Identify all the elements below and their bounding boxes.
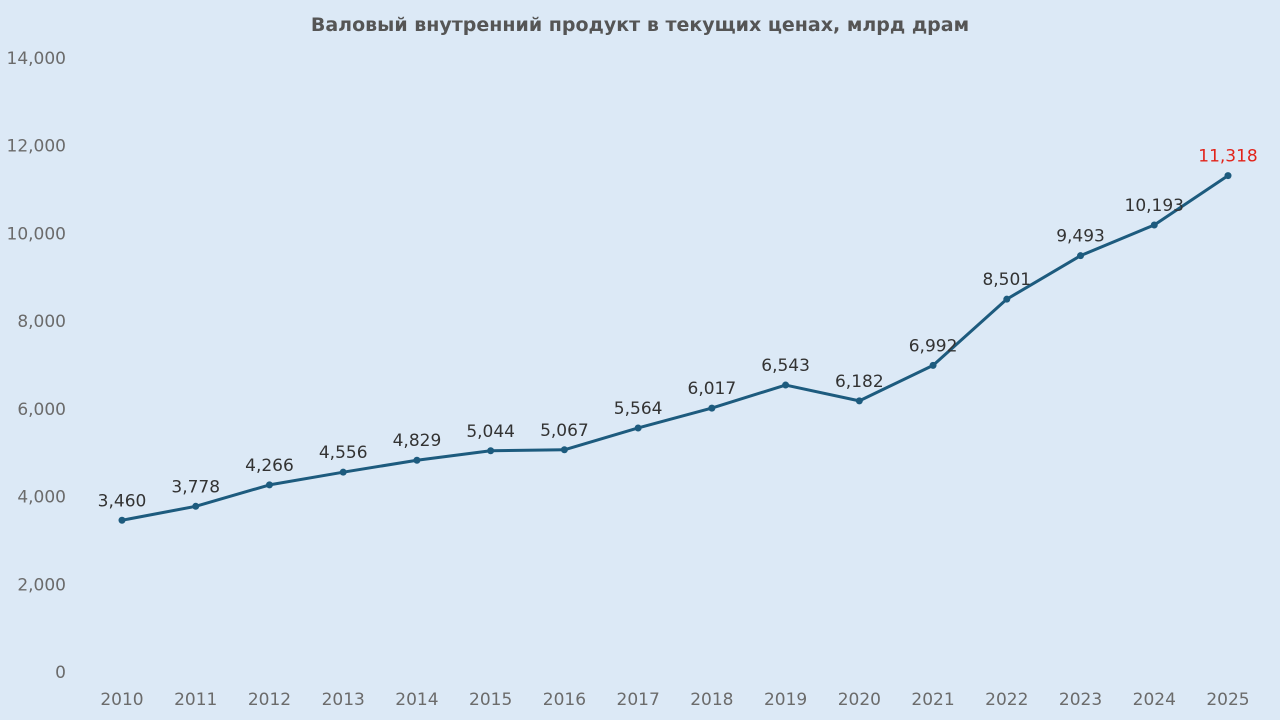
data-point	[855, 397, 863, 405]
x-tick-label: 2010	[100, 690, 143, 710]
data-point	[339, 468, 347, 476]
data-label: 4,829	[393, 431, 442, 451]
y-tick-label: 10,000	[7, 224, 66, 244]
data-point	[634, 424, 642, 432]
x-tick-label: 2014	[395, 690, 438, 710]
series-line	[120, 174, 1230, 522]
x-axis-ticks: 2010 2011 2012 2013 2014 2015 2016 2017 2018 2019…	[100, 690, 1249, 710]
chart-title: Валовый внутренний продукт в текущих цен…	[310, 14, 970, 36]
data-label: 3,778	[171, 477, 220, 497]
data-point	[560, 446, 568, 454]
data-label: 3,460	[98, 491, 147, 511]
y-axis-ticks: 0 2,000 4,000 6,000 8,000 10,000 12,000 14,000	[7, 49, 66, 683]
x-tick-label: 2018	[690, 690, 733, 710]
data-point	[192, 502, 200, 510]
data-label: 8,501	[982, 270, 1031, 290]
x-tick-label: 2020	[838, 690, 881, 710]
data-label: 6,017	[688, 379, 737, 399]
data-point	[413, 456, 421, 464]
data-point	[782, 381, 790, 389]
data-point	[1224, 172, 1232, 180]
x-tick-label: 2019	[764, 690, 807, 710]
x-tick-label: 2016	[543, 690, 586, 710]
data-label: 10,193	[1125, 196, 1184, 216]
x-tick-label: 2021	[911, 690, 954, 710]
data-label: 5,044	[466, 422, 515, 442]
y-tick-label: 4,000	[17, 488, 66, 508]
x-tick-label: 2022	[985, 690, 1028, 710]
data-label: 6,543	[761, 356, 810, 376]
y-tick-label: 0	[55, 663, 66, 683]
data-point	[265, 481, 273, 489]
data-label: 6,992	[909, 336, 958, 356]
x-tick-label: 2012	[248, 690, 291, 710]
data-label: 6,182	[835, 372, 884, 392]
data-point	[1003, 295, 1011, 303]
series-lines	[120, 174, 1230, 522]
x-tick-label: 2011	[174, 690, 217, 710]
data-label: 5,067	[540, 421, 589, 441]
data-point	[118, 516, 126, 524]
data-point	[487, 447, 495, 455]
data-label: 9,493	[1056, 227, 1105, 247]
x-tick-label: 2023	[1059, 690, 1102, 710]
y-tick-label: 14,000	[7, 49, 66, 69]
data-label: 5,564	[614, 399, 663, 419]
data-label: 4,266	[245, 456, 294, 476]
x-tick-label: 2013	[322, 690, 365, 710]
data-label: 11,318	[1198, 147, 1257, 167]
x-tick-label: 2015	[469, 690, 512, 710]
data-label: 4,556	[319, 443, 368, 463]
y-tick-label: 6,000	[17, 400, 66, 420]
data-point	[929, 361, 937, 369]
data-point	[1150, 221, 1158, 229]
y-tick-label: 8,000	[17, 312, 66, 332]
data-points	[118, 172, 1232, 524]
data-point	[708, 404, 716, 412]
x-tick-label: 2024	[1133, 690, 1176, 710]
y-tick-label: 12,000	[7, 137, 66, 157]
y-tick-label: 2,000	[17, 575, 66, 595]
x-tick-label: 2017	[617, 690, 660, 710]
data-labels: 3,460 3,778 4,266 4,556 4,829 5,044 5,067 5,564…	[98, 147, 1258, 512]
x-tick-label: 2025	[1206, 690, 1249, 710]
data-point	[1077, 252, 1085, 260]
